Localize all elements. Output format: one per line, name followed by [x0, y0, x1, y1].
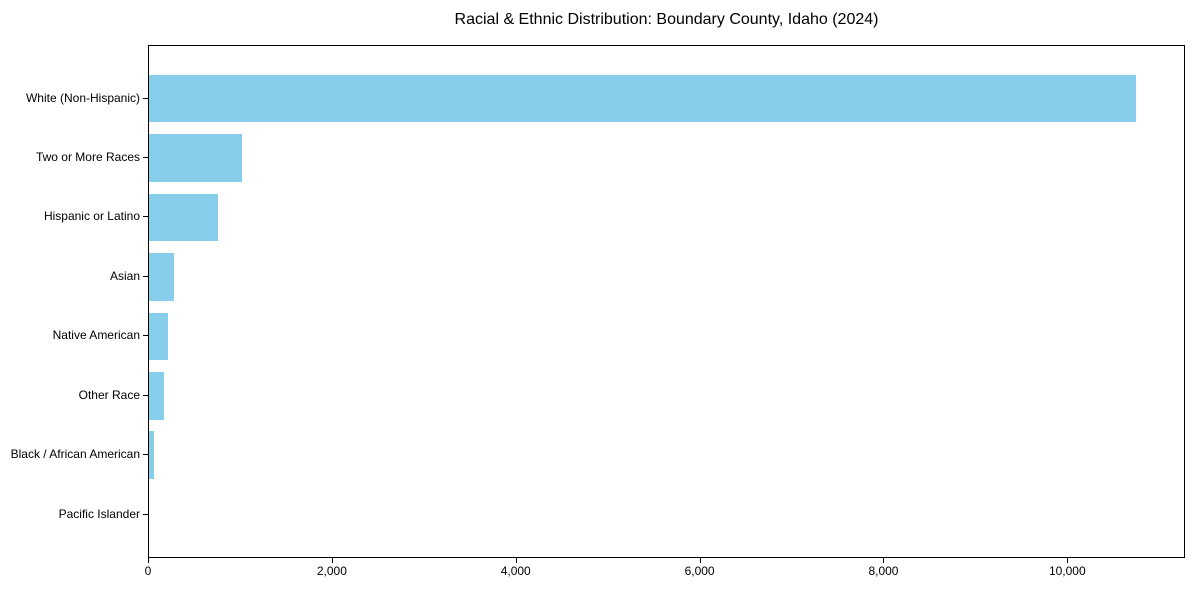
y-axis-label-native-american: Native American — [52, 328, 140, 343]
bar-black-african-american — [149, 431, 154, 479]
bar-asian — [149, 253, 174, 301]
y-axis-tick — [143, 156, 148, 158]
y-axis-tick — [143, 394, 148, 396]
x-axis-tick — [515, 558, 517, 563]
y-axis-label-two-or-more-races: Two or More Races — [35, 149, 140, 164]
y-axis-tick — [143, 216, 148, 218]
x-axis-tick-label: 10,000 — [1048, 564, 1086, 578]
bar-native-american — [149, 312, 169, 361]
y-axis-tick — [143, 513, 148, 515]
y-axis-label-black-african-american: Black / African American — [10, 447, 140, 462]
y-axis-tick — [143, 275, 148, 277]
x-axis-tick — [148, 558, 149, 563]
bar-hispanic-or-latino — [149, 193, 218, 242]
x-axis-tick — [331, 558, 333, 563]
x-axis-tick — [1067, 558, 1069, 563]
y-axis-tick — [143, 454, 148, 456]
y-axis-label-hispanic-or-latino: Hispanic or Latino — [43, 209, 140, 224]
y-axis-label-white-non-hispanic: White (Non-Hispanic) — [25, 90, 140, 105]
x-axis-tick-label: 2,000 — [316, 564, 347, 578]
chart-title: Racial & Ethnic Distribution: Boundary C… — [454, 11, 879, 28]
x-axis-tick — [699, 558, 701, 563]
bar-two-or-more-races — [149, 134, 242, 182]
plot-area — [148, 45, 1185, 558]
x-axis-tick-label: 8,000 — [868, 564, 899, 578]
y-axis-label-other-race: Other Race — [78, 387, 140, 402]
x-axis-tick-label: 6,000 — [684, 564, 715, 578]
y-axis-tick — [143, 335, 148, 337]
bar-white-non-hispanic — [149, 74, 1137, 123]
x-axis-tick — [883, 558, 885, 563]
y-axis-label-asian: Asian — [109, 268, 140, 283]
x-axis-tick-label: 4,000 — [500, 564, 531, 578]
x-axis-tick-label: 0 — [144, 564, 152, 578]
bar-other-race — [149, 371, 164, 420]
y-axis-tick — [143, 97, 148, 99]
y-axis-label-pacific-islander: Pacific Islander — [58, 506, 140, 521]
